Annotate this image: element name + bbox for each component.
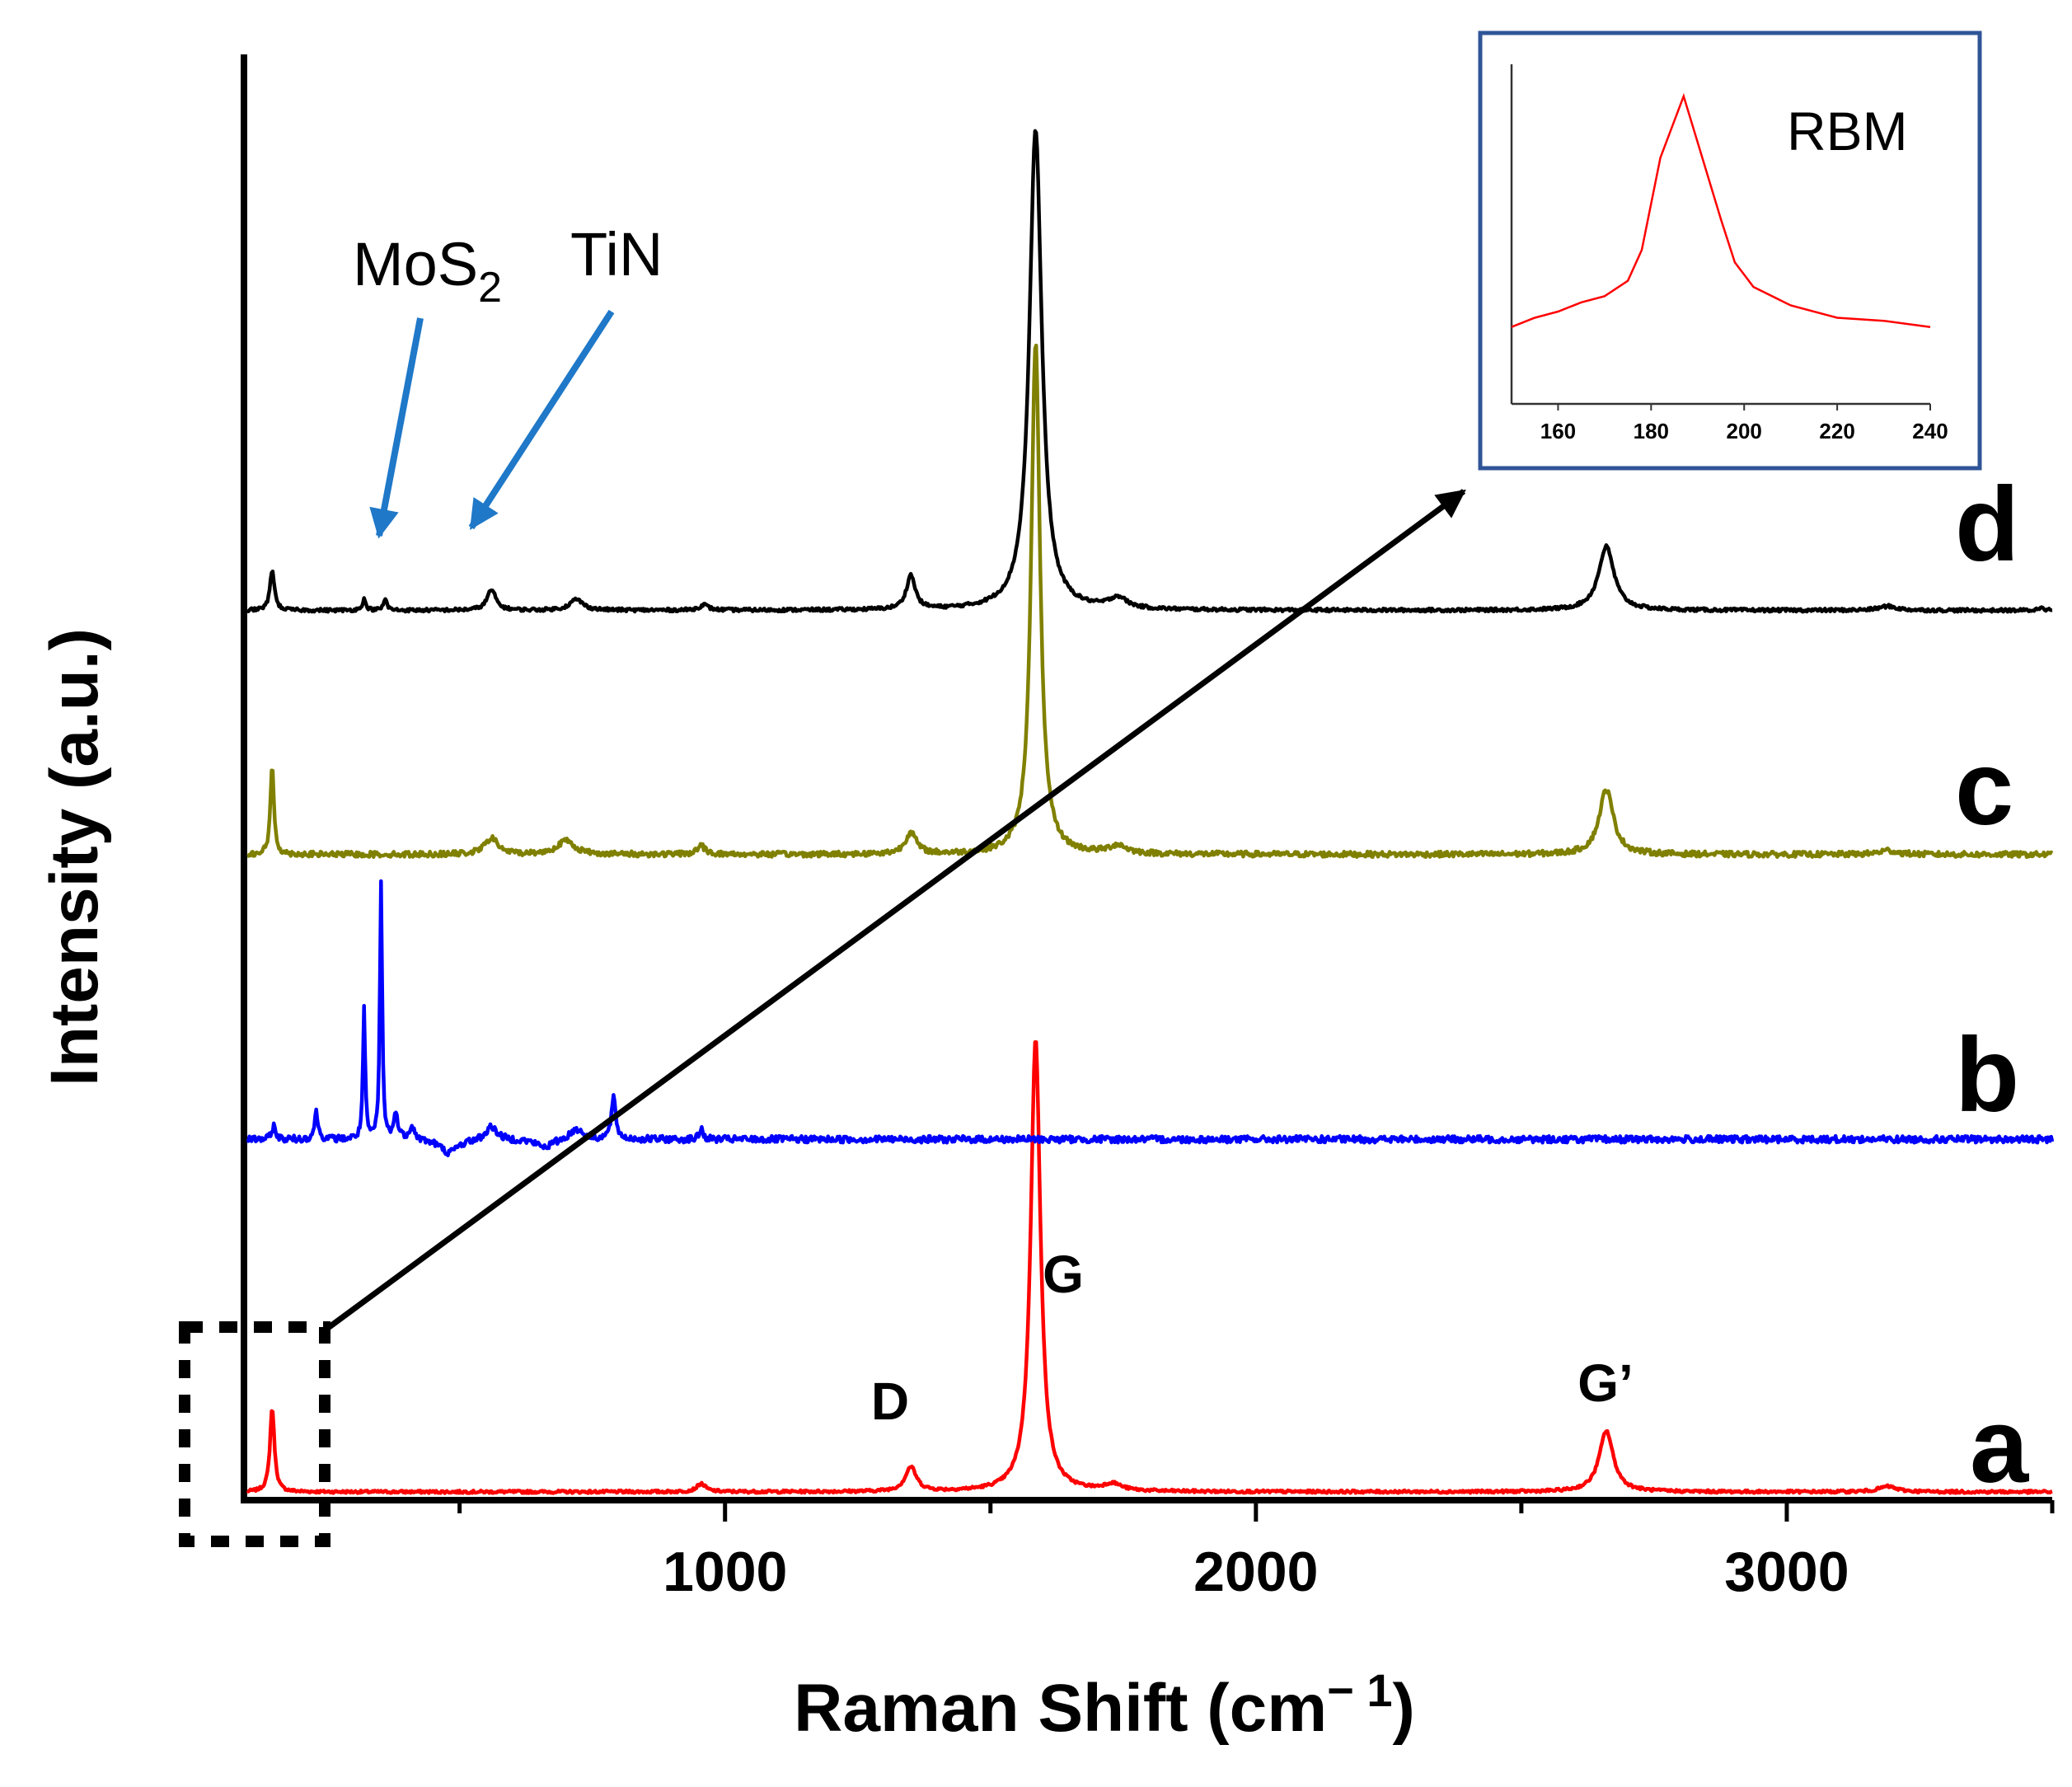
annotation-mos2-text: MoS <box>353 230 478 298</box>
spectrum-line-a <box>246 1040 2053 1495</box>
x-ticks: 1000 2000 3000 <box>457 1500 2055 1603</box>
spectra-traces <box>246 129 2055 1495</box>
x-axis-label-main: Raman Shift (cm <box>794 1671 1327 1746</box>
x-tick-label: 1000 <box>663 1541 787 1603</box>
spectrum-line-b <box>246 879 2055 1158</box>
inset-title: RBM <box>1787 101 1908 162</box>
series-label-b: b <box>1955 1016 2019 1134</box>
inset-rbm-line <box>1511 92 1931 328</box>
inset-ticks: 160 180 200 220 240 <box>1540 404 1948 443</box>
peak-label-d: D <box>871 1372 909 1431</box>
series-label-d: d <box>1955 466 2019 584</box>
peak-label-g-prime: G’ <box>1577 1353 1634 1413</box>
series-label-c: c <box>1955 729 2013 847</box>
annotation-tin: TiN <box>570 220 663 288</box>
x-axis-label-superscript: − 1 <box>1327 1664 1392 1716</box>
annotation-mos2: MoS2 <box>353 230 502 312</box>
x-tick-label: 3000 <box>1724 1541 1849 1603</box>
inset-tick-label: 200 <box>1727 419 1762 443</box>
x-tick-label: 2000 <box>1193 1541 1318 1603</box>
inset-tick-label: 160 <box>1540 419 1576 443</box>
spectrum-line-c <box>246 343 2054 860</box>
x-axis-label: Raman Shift (cm− 1) <box>794 1664 1415 1746</box>
zoom-region-box <box>179 1321 330 1547</box>
annotation-mos2-subscript: 2 <box>478 264 502 312</box>
y-axis-label: Intensity (a.u.) <box>37 628 112 1086</box>
annotation-mos2-arrow <box>369 317 424 539</box>
annotation-tin-arrow <box>468 309 615 531</box>
zoom-arrow <box>322 489 1466 1333</box>
peak-label-g: G <box>1043 1245 1084 1304</box>
series-label-a: a <box>1970 1387 2029 1505</box>
inset-chart: 160 180 200 220 240 RBM <box>1478 30 1982 471</box>
spectrum-line-d <box>246 129 2053 614</box>
inset-tick-label: 240 <box>1912 419 1948 443</box>
inset-tick-label: 180 <box>1634 419 1669 443</box>
inset-tick-label: 220 <box>1819 419 1854 443</box>
x-axis-label-close: ) <box>1393 1671 1415 1746</box>
